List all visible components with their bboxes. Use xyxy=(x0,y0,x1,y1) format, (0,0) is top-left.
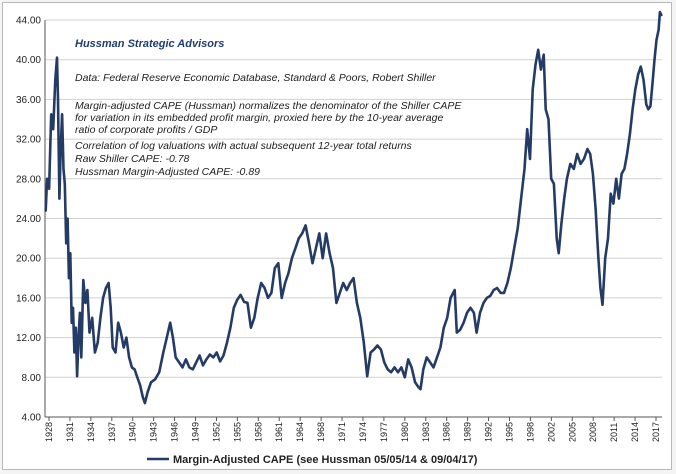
annotation-desc-line2: for variation in its embedded profit mar… xyxy=(75,112,443,124)
x-tick-label: 1995 xyxy=(504,422,514,442)
y-tick-label: 24.00 xyxy=(16,214,41,225)
y-tick-label: 32.00 xyxy=(16,135,41,146)
y-tick-label: 20.00 xyxy=(16,254,41,265)
x-tick-label: 1934 xyxy=(86,422,96,442)
y-tick-label: 16.00 xyxy=(16,293,41,304)
annotation-corr-line3: Hussman Margin-Adjusted CAPE: -0.89 xyxy=(75,166,260,178)
x-tick-label: 1946 xyxy=(170,422,180,442)
annotation-data-source: Data: Federal Reserve Economic Database,… xyxy=(75,72,436,84)
y-tick-label: 12.00 xyxy=(16,333,41,344)
x-tick-label: 1989 xyxy=(463,422,473,442)
y-tick-label: 36.00 xyxy=(16,95,41,106)
x-tick-label: 1968 xyxy=(316,422,326,442)
x-tick-label: 1949 xyxy=(191,422,201,442)
legend: Margin-Adjusted CAPE (see Hussman 05/05/… xyxy=(147,454,478,466)
x-tick-label: 1980 xyxy=(400,422,410,442)
x-tick-label: 1964 xyxy=(295,422,305,442)
annotation-corr-line2: Raw Shiller CAPE: -0.78 xyxy=(75,153,190,165)
x-tick-label: 1931 xyxy=(65,422,75,442)
series-line-margin-adjusted-cape xyxy=(44,10,663,405)
x-tick-label: 1986 xyxy=(442,422,452,442)
annotation-desc-line3: ratio of corporate profits / GDP xyxy=(75,124,217,136)
annotation-desc-line1: Margin-adjusted CAPE (Hussman) normalize… xyxy=(75,100,462,112)
x-tick-label: 1955 xyxy=(232,422,242,442)
x-tick-label: 1937 xyxy=(107,422,117,442)
x-tick-label: 1983 xyxy=(421,422,431,442)
x-tick-label: 2002 xyxy=(546,422,556,442)
x-axis-ticks: 1928 1931 1934 1937 1940 1943 1946 1949 1952 1955… xyxy=(44,417,661,442)
annotations: Hussman Strategic Advisors Data: Federal… xyxy=(75,38,462,178)
x-tick-label: 1940 xyxy=(128,422,138,442)
x-tick-label: 1958 xyxy=(253,422,263,442)
y-tick-label: 40.00 xyxy=(16,55,41,66)
x-tick-label: 1992 xyxy=(484,422,494,442)
x-tick-label: 1943 xyxy=(149,422,159,442)
x-tick-label: 1977 xyxy=(379,422,389,442)
x-tick-label: 1952 xyxy=(211,422,221,442)
y-tick-label: 8.00 xyxy=(22,373,42,384)
y-tick-label: 28.00 xyxy=(16,174,41,185)
x-tick-label: 2011 xyxy=(609,423,619,442)
y-axis-ticks: 4.00 8.00 12.00 16.00 20.00 24.00 28.00 32.00 36… xyxy=(16,16,41,424)
x-tick-label: 2005 xyxy=(567,422,577,442)
x-tick-label: 2008 xyxy=(588,422,598,442)
x-tick-label: 1928 xyxy=(44,422,54,442)
x-tick-label: 2017 xyxy=(651,422,661,442)
x-tick-label: 1974 xyxy=(358,422,368,442)
x-tick-label: 2014 xyxy=(630,422,640,442)
y-tick-label: 4.00 xyxy=(22,413,42,424)
x-tick-label: 1961 xyxy=(274,422,284,442)
x-tick-label: 1998 xyxy=(525,422,535,442)
legend-label: Margin-Adjusted CAPE (see Hussman 05/05/… xyxy=(173,454,478,466)
x-tick-label: 1971 xyxy=(337,422,347,442)
annotation-corr-line1: Correlation of log valuations with actua… xyxy=(75,140,413,152)
y-tick-label: 44.00 xyxy=(16,16,41,27)
annotation-source-org: Hussman Strategic Advisors xyxy=(75,38,224,50)
